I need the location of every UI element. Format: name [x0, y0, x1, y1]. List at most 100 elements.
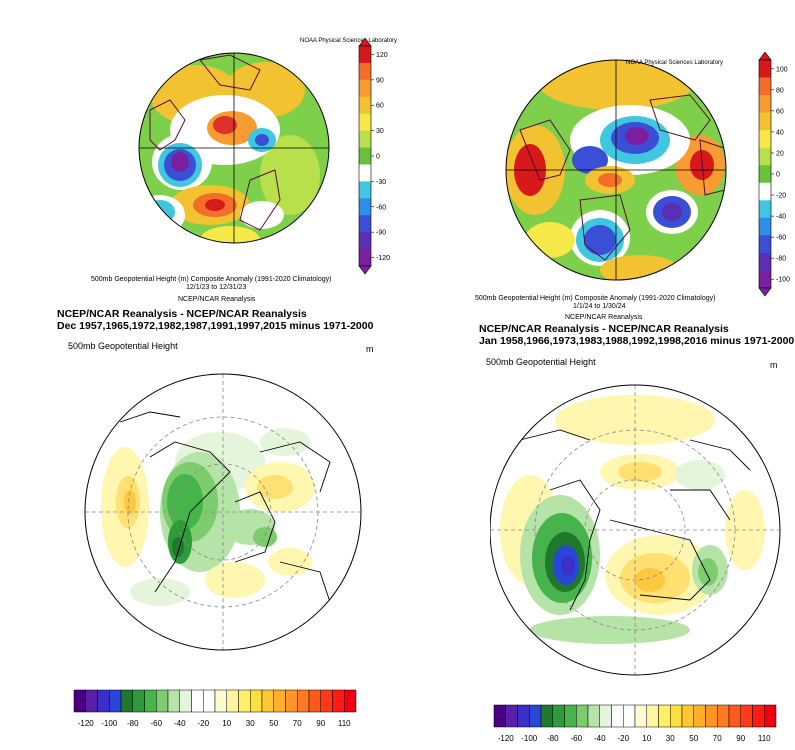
colorbar-swatch: [132, 689, 145, 713]
colorbar-label: 90: [736, 734, 745, 743]
colorbar-swatch: [120, 689, 133, 713]
colorbar-swatch: [681, 704, 694, 728]
bl-varname: 500mb Geopotential Height: [68, 341, 178, 351]
colorbar-tick-label: -40: [776, 214, 786, 221]
colorbar-swatch: [359, 181, 371, 199]
colorbar-label: -20: [617, 734, 629, 743]
top-left-colorbar: 120 90 60 30 0 -30 -60 -90 -120: [358, 38, 390, 275]
colorbar-swatch: [285, 689, 298, 713]
colorbar-swatch: [611, 704, 624, 728]
colorbar-tick-label: -60: [376, 204, 386, 211]
bottom-left-map: [84, 373, 362, 651]
colorbar-swatch: [759, 95, 771, 113]
bottom-left-colorbar: -120-100-80-60-40-201030507090110130: [73, 689, 357, 728]
bl-title-1: NCEP/NCAR Reanalysis - NCEP/NCAR Reanaly…: [57, 308, 307, 320]
colorbar-swatch: [273, 689, 286, 713]
colorbar-label: -100: [521, 734, 538, 743]
bottom-right-colorbar: -120-100-80-60-40-201030507090110130: [493, 704, 777, 743]
colorbar-swatch: [97, 689, 110, 713]
colorbar-swatch: [359, 249, 371, 267]
colorbar-swatch: [658, 704, 671, 728]
colorbar-swatch: [320, 689, 333, 713]
br-unit: m: [770, 360, 778, 370]
colorbar-swatch: [634, 704, 647, 728]
colorbar-label: -40: [594, 734, 606, 743]
colorbar-tick-label: 80: [776, 87, 784, 94]
colorbar-tick-label: -20: [776, 193, 786, 200]
colorbar-tick-label: 0: [776, 172, 780, 179]
colorbar-swatch: [359, 113, 371, 131]
colorbar-swatch: [359, 215, 371, 233]
colorbar-swatch: [670, 704, 683, 728]
colorbar-swatch: [85, 689, 98, 713]
tr-caption-1: 500mb Geopotential Height (m) Composite …: [475, 295, 716, 302]
colorbar-swatch: [540, 704, 553, 728]
colorbar-label: 90: [316, 719, 325, 728]
colorbar-label: -80: [547, 734, 559, 743]
bottom-right-map: [490, 384, 781, 676]
colorbar-tick-label: 60: [376, 103, 384, 110]
tl-caption-3: NCEP/NCAR Reanalysis: [178, 296, 256, 303]
colorbar-swatch: [493, 704, 506, 728]
br-varname: 500mb Geopotential Height: [486, 357, 596, 367]
colorbar-swatch: [359, 96, 371, 114]
colorbar-swatch: [759, 60, 771, 78]
colorbar-label: -60: [150, 719, 162, 728]
colorbar-swatch: [359, 46, 371, 64]
tr-caption-2: 1/1/24 to 1/30/24: [573, 303, 626, 310]
colorbar-label: 110: [758, 734, 771, 743]
colorbar-label: -60: [570, 734, 582, 743]
colorbar-tick-label: 30: [376, 128, 384, 135]
colorbar-tick-label: 40: [776, 129, 784, 136]
colorbar-swatch: [297, 689, 310, 713]
colorbar-swatch: [752, 704, 765, 728]
colorbar-tick-label: -80: [776, 256, 786, 263]
colorbar-swatch: [109, 689, 122, 713]
colorbar-swatch: [214, 689, 227, 713]
colorbar-swatch: [332, 689, 345, 713]
colorbar-swatch: [226, 689, 239, 713]
colorbar-swatch: [517, 704, 530, 728]
br-title-2: Jan 1958,1966,1973,1983,1988,1992,1998,2…: [479, 335, 795, 347]
top-right-map: NOAA Physical Sciences Laboratory: [505, 59, 727, 281]
colorbar-label: -120: [78, 719, 95, 728]
colorbar-swatch: [693, 704, 706, 728]
lab-label: NOAA Physical Sciences Laboratory: [300, 38, 397, 44]
colorbar-swatch: [764, 704, 777, 728]
colorbar-swatch: [308, 689, 321, 713]
colorbar-label: 30: [666, 734, 675, 743]
colorbar-swatch: [359, 232, 371, 250]
colorbar-swatch: [261, 689, 274, 713]
colorbar-swatch: [344, 689, 357, 713]
colorbar-swatch: [623, 704, 636, 728]
colorbar-label: 70: [293, 719, 302, 728]
colorbar-label: 50: [689, 734, 698, 743]
colorbar-tick-label: -90: [376, 230, 386, 237]
colorbar-swatch: [759, 130, 771, 148]
colorbar-swatch: [167, 689, 180, 713]
colorbar-swatch: [73, 689, 86, 713]
colorbar-swatch: [717, 704, 730, 728]
colorbar-tick-label: -30: [376, 179, 386, 186]
colorbar-swatch: [740, 704, 753, 728]
colorbar-swatch: [759, 252, 771, 271]
colorbar-swatch: [646, 704, 659, 728]
colorbar-swatch: [576, 704, 589, 728]
bl-unit: m: [366, 344, 374, 354]
bl-title-2: Dec 1957,1965,1972,1982,1987,1991,1997,2…: [57, 320, 374, 332]
colorbar-tick-label: 120: [376, 52, 388, 59]
colorbar-tick-label: 0: [376, 154, 380, 161]
colorbar-tick-label: -60: [776, 235, 786, 242]
colorbar-label: 70: [713, 734, 722, 743]
colorbar-label: -20: [197, 719, 209, 728]
colorbar-label: -100: [101, 719, 118, 728]
lab-label: NOAA Physical Sciences Laboratory: [626, 60, 723, 66]
br-title-1: NCEP/NCAR Reanalysis - NCEP/NCAR Reanaly…: [479, 323, 729, 335]
colorbar-swatch: [705, 704, 718, 728]
top-left-map: NOAA Physical Sciences Laboratory: [138, 38, 397, 244]
colorbar-swatch: [191, 689, 204, 713]
colorbar-swatch: [728, 704, 741, 728]
colorbar-swatch: [250, 689, 263, 713]
colorbar-label: 10: [642, 734, 651, 743]
colorbar-tick-label: -120: [376, 255, 390, 262]
